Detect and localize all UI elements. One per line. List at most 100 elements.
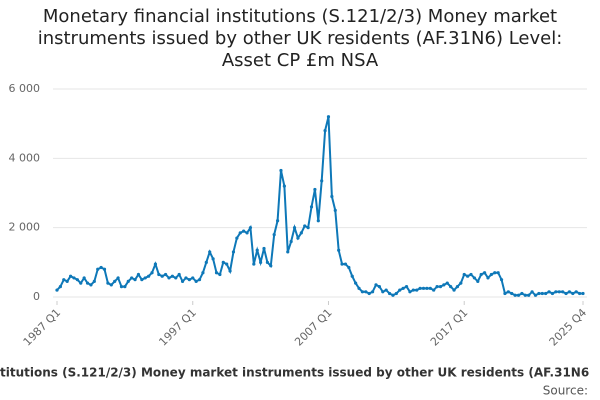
point <box>147 274 151 278</box>
point <box>136 272 141 277</box>
point <box>482 271 487 275</box>
point <box>275 219 280 223</box>
point <box>323 129 327 133</box>
x-tick-label: 1987 Q1 <box>21 306 64 349</box>
point <box>75 278 79 282</box>
point <box>269 264 273 268</box>
point <box>282 184 286 188</box>
point <box>65 279 69 283</box>
point <box>225 262 229 266</box>
point <box>350 274 354 278</box>
point <box>262 246 266 251</box>
point <box>174 276 178 280</box>
x-tick-label: 2007 Q1 <box>292 306 335 349</box>
point <box>455 285 460 289</box>
point <box>99 265 103 270</box>
point <box>540 291 544 296</box>
point <box>303 224 307 228</box>
x-tick-label: 1997 Q1 <box>156 306 199 349</box>
point <box>459 281 463 285</box>
point <box>214 271 219 275</box>
point <box>578 291 582 296</box>
point <box>204 260 208 264</box>
point <box>309 205 314 209</box>
point <box>394 291 398 296</box>
point <box>357 286 361 290</box>
point <box>150 271 154 275</box>
point <box>567 290 572 294</box>
point <box>62 278 66 282</box>
point <box>381 290 385 294</box>
point <box>425 286 429 290</box>
point <box>313 187 317 192</box>
y-tick-label: 4 000 <box>9 151 41 164</box>
point <box>316 219 320 223</box>
point <box>554 290 558 294</box>
point <box>401 286 405 290</box>
point <box>537 291 541 296</box>
point <box>506 290 510 294</box>
point <box>296 236 300 240</box>
point <box>235 236 239 240</box>
point <box>493 271 497 275</box>
point <box>289 239 293 244</box>
point <box>170 274 174 278</box>
point <box>113 279 117 283</box>
point <box>299 231 303 235</box>
point <box>126 279 130 283</box>
point <box>499 278 504 282</box>
point <box>306 226 310 230</box>
point <box>530 290 534 294</box>
y-tick-label: 2 000 <box>9 221 41 234</box>
point <box>411 288 415 292</box>
point <box>211 257 215 261</box>
point <box>581 291 585 296</box>
point <box>445 281 449 285</box>
point <box>58 285 62 289</box>
point <box>343 262 348 266</box>
point <box>421 286 426 290</box>
point <box>561 290 565 294</box>
x-tick-label: 2025 Q4 <box>547 306 590 349</box>
point <box>228 269 232 273</box>
point <box>92 279 96 283</box>
point <box>167 276 171 280</box>
point <box>360 290 365 294</box>
point <box>245 231 249 235</box>
y-tick-label: 6 000 <box>9 82 41 95</box>
point <box>452 288 456 292</box>
point <box>347 265 351 270</box>
point <box>238 231 242 235</box>
point <box>130 276 134 280</box>
point <box>157 272 161 277</box>
point <box>255 248 259 252</box>
point <box>106 281 110 285</box>
point <box>320 179 324 183</box>
point <box>55 288 59 292</box>
point <box>479 272 483 277</box>
point <box>218 272 222 277</box>
point <box>160 274 164 278</box>
point <box>527 293 531 297</box>
point <box>252 262 256 266</box>
point <box>143 276 147 280</box>
point <box>340 262 344 266</box>
point <box>259 260 263 264</box>
point <box>408 290 412 294</box>
point <box>133 278 137 282</box>
point <box>391 293 395 297</box>
point <box>194 279 198 283</box>
point <box>333 208 337 212</box>
point <box>123 285 127 289</box>
point <box>398 288 402 292</box>
chart-title: Monetary financial institutions (S.121/2… <box>37 6 563 71</box>
point <box>85 281 90 285</box>
point <box>330 194 334 199</box>
point <box>140 278 144 282</box>
point <box>466 274 470 278</box>
point <box>418 286 422 290</box>
point <box>364 290 368 294</box>
point <box>564 291 568 296</box>
point <box>486 276 490 280</box>
